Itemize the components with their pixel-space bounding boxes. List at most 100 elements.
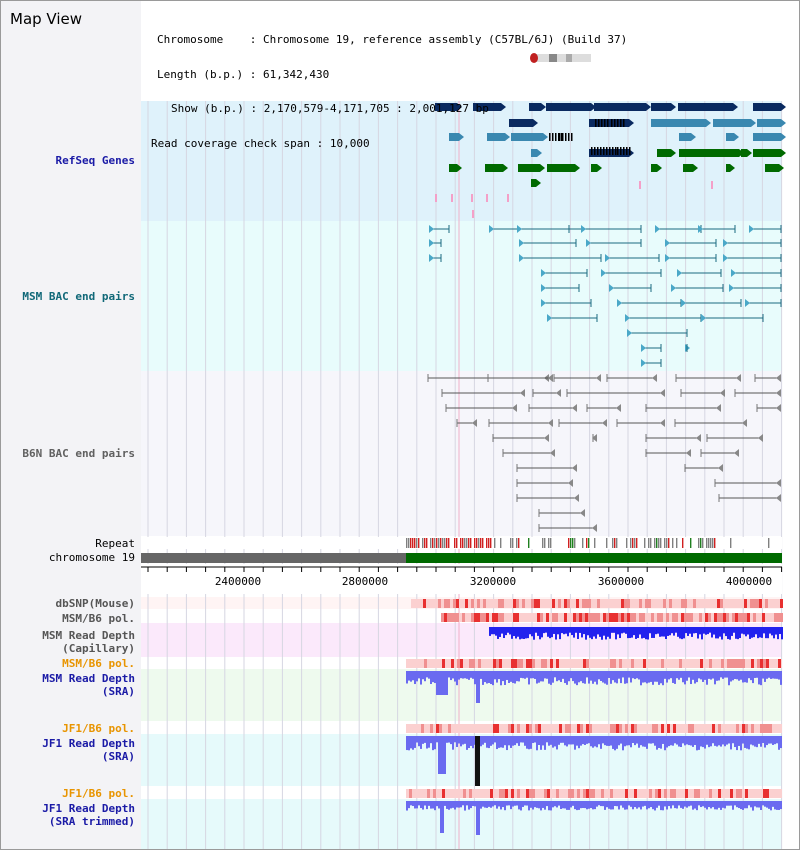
msm-read-depth-sra-label[interactable]: MSM Read Depth (SRA) — [1, 672, 135, 698]
depth-bar — [658, 671, 660, 685]
depth-bar — [745, 627, 747, 637]
msm-b6-pol-sra-label[interactable]: MSM/B6 pol. — [62, 657, 135, 670]
depth-bar — [658, 801, 660, 806]
pol-mark — [658, 789, 661, 798]
pol-mark — [492, 613, 495, 622]
depth-bar — [410, 801, 412, 806]
depth-bar — [438, 736, 440, 774]
msm-bac-label[interactable]: MSM BAC end pairs — [22, 290, 135, 303]
depth-bar — [522, 671, 524, 679]
gene-arrow — [533, 119, 538, 127]
pol-mark — [684, 599, 687, 608]
jf1-b6-pol-label[interactable]: JF1/B6 pol. — [62, 722, 135, 735]
axis-tick-label: 3600000 — [598, 575, 644, 588]
depth-bar — [720, 736, 722, 747]
jf1-read-depth-sra-label[interactable]: JF1 Read Depth (SRA) — [1, 737, 135, 763]
pol-mark — [469, 659, 472, 668]
b6n-bac-label[interactable]: B6N BAC end pairs — [22, 447, 135, 460]
depth-bar — [574, 671, 576, 684]
jf1-b6-pol-trimmed-label[interactable]: JF1/B6 pol. — [62, 787, 135, 800]
bac-end — [568, 479, 573, 487]
depth-bar — [648, 801, 650, 809]
pol-mark — [585, 613, 588, 622]
depth-bar — [658, 736, 660, 748]
depth-bar — [512, 671, 514, 683]
depth-bar — [760, 801, 762, 811]
pol-mark — [651, 613, 654, 622]
depth-bar — [698, 801, 700, 806]
depth-bar — [765, 627, 767, 639]
depth-bar — [530, 736, 532, 749]
depth-bar — [647, 627, 649, 640]
depth-bar — [700, 671, 702, 680]
repeat-mark — [594, 538, 596, 548]
depth-bar — [550, 736, 552, 745]
depth-bar — [685, 627, 687, 634]
bac-end — [665, 254, 670, 262]
exon-mark — [603, 147, 605, 155]
depth-bar — [736, 671, 738, 680]
pol-mark — [552, 599, 555, 608]
depth-bar — [632, 801, 634, 810]
depth-bar — [660, 801, 662, 811]
depth-bar — [686, 801, 688, 808]
pol-mark — [583, 789, 586, 798]
gene-arrow — [597, 164, 602, 172]
gene-arrow — [457, 164, 462, 172]
depth-bar — [610, 671, 612, 684]
depth-bar — [494, 801, 496, 806]
depth-bar — [497, 627, 499, 639]
pol-mark — [739, 789, 742, 798]
depth-bar — [574, 736, 576, 750]
depth-bar — [634, 736, 636, 746]
depth-bar — [540, 736, 542, 750]
depth-bar — [684, 671, 686, 685]
depth-bar — [572, 736, 574, 745]
snp-tick — [451, 194, 453, 202]
exon-mark — [620, 147, 622, 155]
depth-bar — [761, 627, 763, 638]
refseq-genes-label[interactable]: RefSeq Genes — [55, 154, 135, 167]
pol-mark — [456, 599, 459, 608]
bac-end — [580, 509, 585, 517]
depth-bar — [586, 736, 588, 744]
pol-mark — [516, 599, 519, 608]
depth-bar — [654, 671, 656, 682]
msm-read-depth-line: MSM Read Depth — [42, 629, 135, 642]
dbsnp-label[interactable]: dbSNP(Mouse) — [55, 597, 135, 610]
depth-bar — [448, 671, 450, 678]
depth-bar — [628, 736, 630, 746]
depth-bar — [640, 736, 642, 746]
depth-bar — [752, 801, 754, 811]
pol-mark — [619, 724, 622, 733]
msm-b6-pol-label[interactable]: MSM/B6 pol. — [62, 612, 135, 625]
pol-mark — [513, 599, 516, 608]
repeat-mark — [490, 538, 492, 548]
depth-bar — [538, 801, 540, 809]
exon-mark — [612, 147, 614, 155]
depth-bar — [428, 801, 430, 806]
gene-arrow — [733, 103, 738, 111]
bac-end — [749, 225, 754, 233]
depth-bar — [440, 801, 442, 833]
depth-bar — [450, 736, 452, 745]
jf1-read-depth-trimmed-label[interactable]: JF1 Read Depth (SRA trimmed) — [1, 802, 135, 828]
bac-end — [556, 389, 561, 397]
bac-end — [745, 299, 750, 307]
depth-bar — [606, 736, 608, 746]
pol-mark — [709, 789, 712, 798]
pol-mark — [709, 659, 712, 668]
msm-read-depth-capillary-label[interactable]: MSM Read Depth (Capillary) — [1, 629, 135, 655]
depth-bar — [505, 627, 507, 636]
bac-end — [429, 239, 434, 247]
gene-arrow — [706, 119, 711, 127]
depth-bar — [430, 736, 432, 744]
pol-mark — [718, 789, 721, 798]
depth-bar — [558, 736, 560, 745]
depth-bar — [670, 671, 672, 679]
depth-bar — [674, 671, 676, 684]
depth-bar — [724, 801, 726, 809]
depth-bar — [501, 627, 503, 634]
depth-bar — [552, 801, 554, 808]
